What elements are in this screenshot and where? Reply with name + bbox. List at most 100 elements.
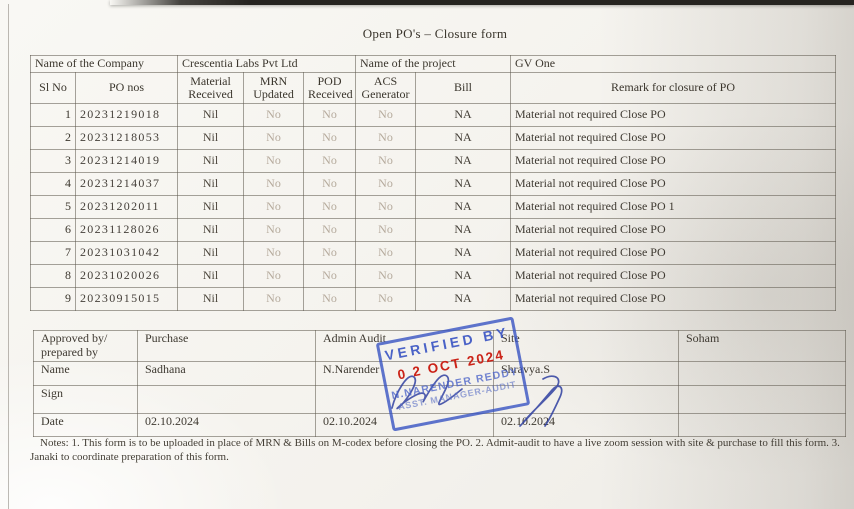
paper-left-edge bbox=[8, 4, 9, 509]
cell-pod-received: No bbox=[303, 218, 357, 242]
cell-pod-received: No bbox=[303, 126, 357, 150]
cell-acs-generator: No bbox=[355, 103, 417, 127]
row-label-date: Date bbox=[33, 412, 138, 437]
cell-material-received: Nil bbox=[177, 218, 245, 242]
cell-remark: Material not required Close PO 1 bbox=[510, 195, 837, 219]
cell-po-number: 20231031042 bbox=[74, 241, 179, 265]
cell-remark: Material not required Close PO bbox=[510, 264, 837, 288]
approval-col-purchase: Purchase bbox=[137, 330, 316, 362]
cell-mrn-updated: No bbox=[243, 103, 305, 127]
cell-sl-no: 6 bbox=[30, 218, 76, 242]
approval-corner-label: Approved by/ prepared by bbox=[33, 330, 138, 362]
cell-material-received: Nil bbox=[177, 126, 245, 150]
col-header-remark: Remark for closure of PO bbox=[510, 72, 837, 104]
cell-po-number: 20231214019 bbox=[74, 149, 179, 173]
cell-mrn-updated: No bbox=[243, 172, 305, 196]
approval-name-row: Name Sadhana N.Narender Shravya.S bbox=[33, 360, 846, 386]
photo-top-edge bbox=[110, 0, 854, 5]
cell-mrn-updated: No bbox=[243, 126, 305, 150]
cell-pod-received: No bbox=[303, 241, 357, 265]
cell-sl-no: 7 bbox=[30, 241, 76, 265]
cell-bill: NA bbox=[415, 149, 512, 173]
company-label: Name of the Company bbox=[29, 55, 179, 73]
cell-po-number: 20231218053 bbox=[74, 126, 179, 150]
cell-remark: Material not required Close PO bbox=[510, 126, 837, 150]
cell-bill: NA bbox=[415, 103, 512, 127]
cell-mrn-updated: No bbox=[243, 218, 305, 242]
name-site: Shravya.S bbox=[493, 360, 679, 386]
cell-material-received: Nil bbox=[177, 149, 245, 173]
col-header-material-received: Material Received bbox=[177, 72, 245, 104]
cell-pod-received: No bbox=[303, 287, 357, 311]
cell-pod-received: No bbox=[303, 149, 357, 173]
cell-acs-generator: No bbox=[355, 195, 417, 219]
approval-col-soham: Soham bbox=[678, 330, 846, 362]
cell-sl-no: 3 bbox=[30, 149, 76, 173]
approval-corner-line2: prepared by bbox=[41, 344, 98, 359]
cell-remark: Material not required Close PO bbox=[510, 172, 837, 196]
cell-acs-generator: No bbox=[355, 241, 417, 265]
cell-pod-received: No bbox=[303, 195, 357, 219]
cell-po-number: 20230915015 bbox=[74, 287, 179, 311]
approval-date-row: Date 02.10.2024 02.10.2024 02.10.2024 bbox=[33, 412, 846, 437]
po-row: 8 20231020026 Nil No No No NA Material n… bbox=[30, 264, 837, 288]
row-label-sign: Sign bbox=[33, 384, 138, 414]
cell-remark: Material not required Close PO bbox=[510, 287, 837, 311]
signature-admin-audit bbox=[391, 374, 463, 410]
cell-bill: NA bbox=[415, 195, 512, 219]
po-row: 3 20231214019 Nil No No No NA Material n… bbox=[30, 149, 837, 173]
name-purchase: Sadhana bbox=[137, 360, 316, 386]
cell-bill: NA bbox=[415, 172, 512, 196]
cell-remark: Material not required Close PO bbox=[510, 149, 837, 173]
cell-mrn-updated: No bbox=[243, 149, 305, 173]
po-row: 6 20231128026 Nil No No No NA Material n… bbox=[30, 218, 837, 242]
col-header-bill: Bill bbox=[415, 72, 512, 104]
cell-acs-generator: No bbox=[355, 172, 417, 196]
name-soham bbox=[678, 360, 846, 386]
cell-sl-no: 4 bbox=[30, 172, 76, 196]
row-label-name: Name bbox=[33, 360, 138, 386]
cell-remark: Material not required Close PO bbox=[510, 241, 837, 265]
cell-pod-received: No bbox=[303, 264, 357, 288]
col-header-sl-no: Sl No bbox=[30, 72, 76, 104]
col-header-acs-generator: ACS Generator bbox=[355, 72, 417, 104]
date-soham bbox=[678, 412, 846, 437]
cell-acs-generator: No bbox=[355, 218, 417, 242]
po-closure-table: Name of the Company Crescentia Labs Pvt … bbox=[29, 55, 837, 311]
cell-acs-generator: No bbox=[355, 149, 417, 173]
col-header-pod-received: POD Received bbox=[303, 72, 357, 104]
po-row: 5 20231202011 Nil No No No NA Material n… bbox=[30, 195, 837, 219]
cell-material-received: Nil bbox=[177, 287, 245, 311]
po-row: 4 20231214037 Nil No No No NA Material n… bbox=[30, 172, 837, 196]
cell-po-number: 20231219018 bbox=[74, 103, 179, 127]
cell-sl-no: 1 bbox=[30, 103, 76, 127]
cell-bill: NA bbox=[415, 287, 512, 311]
cell-material-received: Nil bbox=[177, 241, 245, 265]
cell-acs-generator: No bbox=[355, 264, 417, 288]
cell-bill: NA bbox=[415, 126, 512, 150]
cell-bill: NA bbox=[415, 218, 512, 242]
approval-corner-line1: Approved by/ bbox=[41, 331, 108, 345]
po-row: 1 20231219018 Nil No No No NA Material n… bbox=[30, 103, 837, 127]
cell-remark: Material not required Close PO bbox=[510, 218, 837, 242]
cell-sl-no: 8 bbox=[30, 264, 76, 288]
project-value: GV One bbox=[510, 55, 837, 73]
project-label: Name of the project bbox=[355, 55, 512, 73]
cell-acs-generator: No bbox=[355, 287, 417, 311]
cell-material-received: Nil bbox=[177, 172, 245, 196]
sign-purchase bbox=[137, 384, 316, 414]
col-header-po-nos: PO nos bbox=[74, 72, 179, 104]
table-header-row: Sl No PO nos Material Received MRN Updat… bbox=[30, 72, 837, 104]
cell-pod-received: No bbox=[303, 172, 357, 196]
approval-table: Approved by/ prepared by Purchase Admin … bbox=[33, 330, 846, 437]
cell-bill: NA bbox=[415, 264, 512, 288]
cell-material-received: Nil bbox=[177, 264, 245, 288]
company-value: Crescentia Labs Pvt Ltd bbox=[177, 55, 357, 73]
form-title: Open PO's – Closure form bbox=[362, 26, 508, 41]
footer-notes: Notes: 1. This form is to be uploaded in… bbox=[30, 437, 840, 464]
cell-po-number: 20231202011 bbox=[74, 195, 179, 219]
approval-col-site: Site bbox=[493, 330, 679, 362]
cell-po-number: 20231128026 bbox=[74, 218, 179, 242]
po-row: 2 20231218053 Nil No No No NA Material n… bbox=[30, 126, 837, 150]
